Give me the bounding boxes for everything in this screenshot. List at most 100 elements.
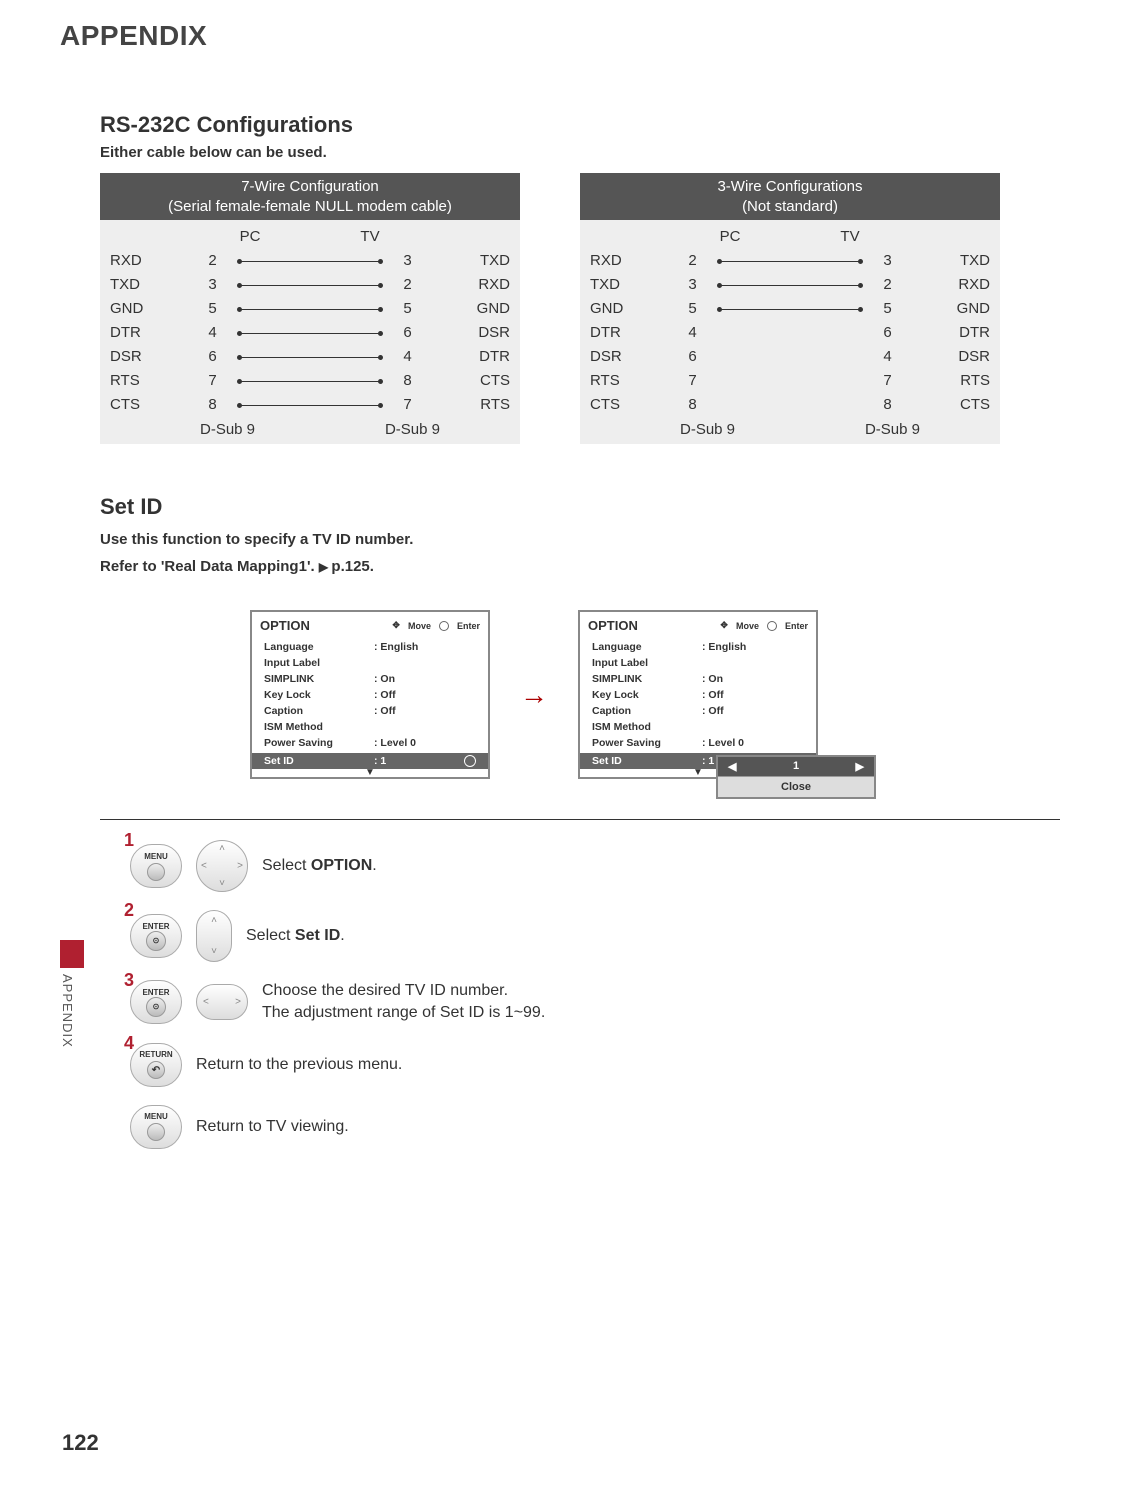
pin-row: RTS78CTS (110, 369, 510, 393)
button-dot-icon (147, 863, 165, 881)
pin-row: DSR64DTR (110, 345, 510, 369)
side-tab-marker (60, 940, 84, 968)
osd-item[interactable]: ISM Method (252, 719, 488, 735)
steps: 1 MENU ˄ ˅ ˂ ˃ Select OPTION. 2 ENTER (130, 840, 1060, 1149)
enter-button-2[interactable]: ENTER ⊙ (130, 980, 182, 1024)
pc-label: PC (190, 228, 310, 245)
setid-line2-pre: Refer to 'Real Data Mapping1'. (100, 558, 319, 575)
setid-line2: Refer to 'Real Data Mapping1'. ▶ p.125. (100, 553, 1060, 580)
osd-item[interactable]: Power Saving: Level 0 (580, 735, 816, 751)
popup-left-arrow-icon[interactable]: ◀ (728, 760, 736, 773)
tv-label-r: TV (790, 228, 910, 245)
enter-icon (767, 621, 777, 631)
setid-page-ref: p.125 (331, 558, 369, 575)
wire-3-title1: 3-Wire Configurations (580, 177, 1000, 197)
popup-right-arrow-icon[interactable]: ▶ (856, 760, 864, 773)
separator (100, 819, 1060, 820)
return-button-label: RETURN (139, 1050, 172, 1059)
osd-row: OPTION ✥ Move Enter Language: EnglishInp… (250, 610, 1060, 779)
triangle-icon: ▶ (319, 560, 332, 574)
wire-7-title1: 7-Wire Configuration (100, 177, 520, 197)
osd-item[interactable]: Input Label (580, 655, 816, 671)
wire-table-7-header: 7-Wire Configuration (Serial female-fema… (100, 173, 520, 220)
step-5: MENU Return to TV viewing. (130, 1105, 1060, 1149)
chevron-up-icon: ˄ (211, 915, 217, 926)
enter-button-label: ENTER (142, 922, 169, 931)
down-arrow-icon: ▼ (252, 769, 488, 777)
osd-item[interactable]: Caption: Off (580, 703, 816, 719)
page-header: APPENDIX (60, 20, 1060, 52)
menu-button-2-label: MENU (144, 1112, 168, 1121)
step-4: 4 RETURN ↶ Return to the previous menu. (130, 1043, 1060, 1087)
menu-button[interactable]: MENU (130, 844, 182, 888)
osd-item[interactable]: Power Saving: Level 0 (252, 735, 488, 751)
pin-row: RXD23TXD (110, 249, 510, 273)
side-tab: APPENDIX (60, 940, 84, 1070)
step-1-post: . (372, 857, 376, 874)
pin-row: CTS88CTS (590, 393, 990, 417)
step-3-text1: Choose the desired TV ID number. (262, 980, 545, 1002)
osd-item[interactable]: Language: English (580, 639, 816, 655)
rs232-subtitle: Either cable below can be used. (100, 144, 1060, 161)
chevron-right-icon: ˃ (235, 997, 241, 1008)
enter-button-2-label: ENTER (142, 988, 169, 997)
move-icon: ✥ (720, 620, 728, 631)
osd-item[interactable]: ISM Method (580, 719, 816, 735)
osd-item[interactable]: Caption: Off (252, 703, 488, 719)
dpad-horizontal[interactable]: ˂ ˃ (196, 984, 248, 1020)
enter-icon (439, 621, 449, 631)
step-4-text: Return to the previous menu. (196, 1054, 402, 1076)
pin-row: RTS77RTS (590, 369, 990, 393)
step-4-num: 4 (124, 1033, 134, 1054)
osd-move: Move (408, 621, 431, 631)
osd-item[interactable]: Key Lock: Off (580, 687, 816, 703)
dsub-left-l: D-Sub 9 (200, 421, 255, 438)
osd-title: OPTION (260, 618, 310, 633)
dsub-right-l: D-Sub 9 (680, 421, 735, 438)
osd-item[interactable]: SIMPLINK: On (580, 671, 816, 687)
osd-item[interactable]: Input Label (252, 655, 488, 671)
move-icon: ✥ (392, 620, 400, 631)
page: APPENDIX RS-232C Configurations Either c… (0, 0, 1140, 1207)
chevron-left-icon: ˂ (203, 997, 209, 1008)
button-dot-icon (147, 1123, 165, 1141)
osd-menu-left: OPTION ✥ Move Enter Language: EnglishInp… (250, 610, 490, 779)
step-2-post: . (340, 927, 344, 944)
step-5-text: Return to TV viewing. (196, 1116, 349, 1138)
dpad-4way[interactable]: ˄ ˅ ˂ ˃ (196, 840, 248, 892)
pin-row: DTR46DSR (110, 321, 510, 345)
rs232-title: RS-232C Configurations (100, 112, 1060, 138)
wire-3-title2: (Not standard) (580, 197, 1000, 217)
wire-table-3: 3-Wire Configurations (Not standard) PC … (580, 173, 1000, 444)
osd-setid-row[interactable]: Set ID : 1 (252, 753, 488, 769)
step-3: 3 ENTER ⊙ ˂ ˃ Choose the desired TV ID n… (130, 980, 1060, 1025)
enter-button[interactable]: ENTER ⊙ (130, 914, 182, 958)
return-button[interactable]: RETURN ↶ (130, 1043, 182, 1087)
step-1: 1 MENU ˄ ˅ ˂ ˃ Select OPTION. (130, 840, 1060, 892)
step-1-bold: OPTION (311, 857, 372, 874)
step-2: 2 ENTER ⊙ ˄ ˅ Select Set ID. (130, 910, 1060, 962)
step-2-bold: Set ID (295, 927, 340, 944)
dsub-left-r: D-Sub 9 (385, 421, 440, 438)
osd-item[interactable]: SIMPLINK: On (252, 671, 488, 687)
pin-row: GND55GND (590, 297, 990, 321)
arrow-right-icon: → (520, 679, 548, 711)
setid-popup: ◀ 1 ▶ Close (716, 755, 876, 799)
osd-setid-value: : 1 (374, 755, 386, 767)
pin-row: DSR64DSR (590, 345, 990, 369)
step-2-num: 2 (124, 900, 134, 921)
step-1-pre: Select (262, 857, 311, 874)
button-dot-icon: ↶ (147, 1061, 165, 1079)
setid-line1: Use this function to specify a TV ID num… (100, 526, 1060, 553)
menu-button-2[interactable]: MENU (130, 1105, 182, 1149)
osd-item[interactable]: Key Lock: Off (252, 687, 488, 703)
chevron-right-icon: ˃ (237, 861, 243, 872)
chevron-down-icon: ˅ (211, 946, 217, 957)
osd-item[interactable]: Language: English (252, 639, 488, 655)
osd-enter-r: Enter (785, 621, 808, 631)
osd-menu-right: OPTION ✥ Move Enter Language: EnglishInp… (578, 610, 818, 779)
enter-circle-icon (464, 755, 476, 767)
osd-setid-label-r: Set ID (592, 755, 702, 767)
dpad-vertical[interactable]: ˄ ˅ (196, 910, 232, 962)
popup-close[interactable]: Close (718, 776, 874, 797)
